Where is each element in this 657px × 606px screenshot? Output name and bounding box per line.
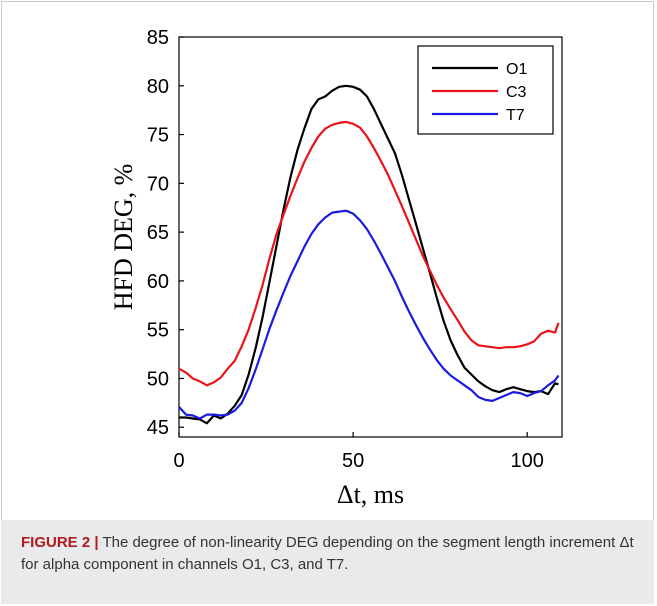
caption-label: FIGURE 2 |	[21, 534, 99, 551]
series-line-o1	[179, 84, 559, 425]
legend-label-c3: C3	[506, 84, 527, 101]
line-chart: 45 50 55 60 65 70 75 80 85 0 50 100 Δt, ms HFD DEG,…	[109, 27, 563, 509]
y-tick-label: 75	[147, 125, 169, 147]
y-tick-label: 50	[147, 368, 169, 390]
series-line-c3	[178, 120, 560, 387]
x-tick-label: 50	[342, 450, 364, 472]
legend-label-o1: O1	[506, 61, 527, 78]
y-tick-label: 55	[147, 320, 169, 342]
x-axis-label: Δt, ms	[337, 480, 404, 509]
y-axis-label: HFD DEG, %	[109, 164, 138, 311]
y-tick-label: 85	[147, 27, 169, 49]
y-tick-label: 70	[147, 173, 169, 195]
y-tick-label: 60	[147, 271, 169, 293]
x-tick-label: 100	[510, 450, 543, 472]
y-tick-label: 45	[147, 417, 169, 439]
y-tick-label: 65	[147, 222, 169, 244]
caption-text: The degree of non-linearity DEG dependin…	[21, 534, 634, 573]
plot-area: 45 50 55 60 65 70 75 80 85 0 50 100	[147, 27, 563, 472]
legend: O1 C3 T7	[417, 45, 554, 135]
x-tick-label: 0	[173, 450, 184, 472]
axes-box	[178, 36, 563, 438]
figure-caption: FIGURE 2 | The degree of non-linearity D…	[1, 520, 654, 604]
series-line-t7	[178, 209, 560, 420]
y-tick-label: 80	[147, 76, 169, 98]
legend-label-t7: T7	[506, 107, 525, 124]
